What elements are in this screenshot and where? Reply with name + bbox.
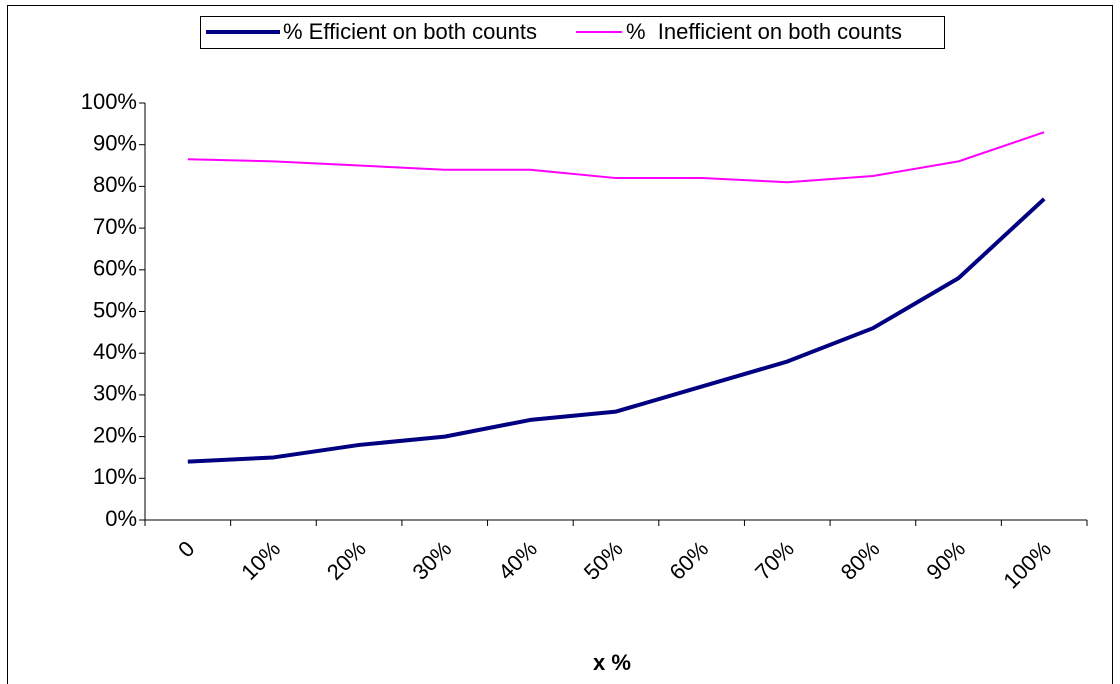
series-line — [187, 197, 1046, 464]
legend-label: % Efficient on both counts — [283, 19, 537, 44]
y-tick-label: 10% — [93, 464, 137, 489]
y-tick-label: 100% — [81, 89, 137, 114]
y-tick-label: 70% — [93, 214, 137, 239]
y-tick-label: 40% — [93, 339, 137, 364]
x-axis-title: x % — [593, 650, 631, 675]
y-tick-label: 0% — [105, 506, 137, 531]
y-tick-label: 30% — [93, 381, 137, 406]
y-tick-label: 90% — [93, 131, 137, 156]
y-tick-label: 50% — [93, 297, 137, 322]
series-line — [187, 131, 1045, 184]
y-tick-label: 80% — [93, 172, 137, 197]
legend-box — [200, 16, 945, 49]
legend-label: % Inefficient on both counts — [626, 19, 902, 44]
chart-border — [7, 5, 1113, 684]
y-tick-label: 20% — [93, 422, 137, 447]
y-tick-label: 60% — [93, 256, 137, 281]
